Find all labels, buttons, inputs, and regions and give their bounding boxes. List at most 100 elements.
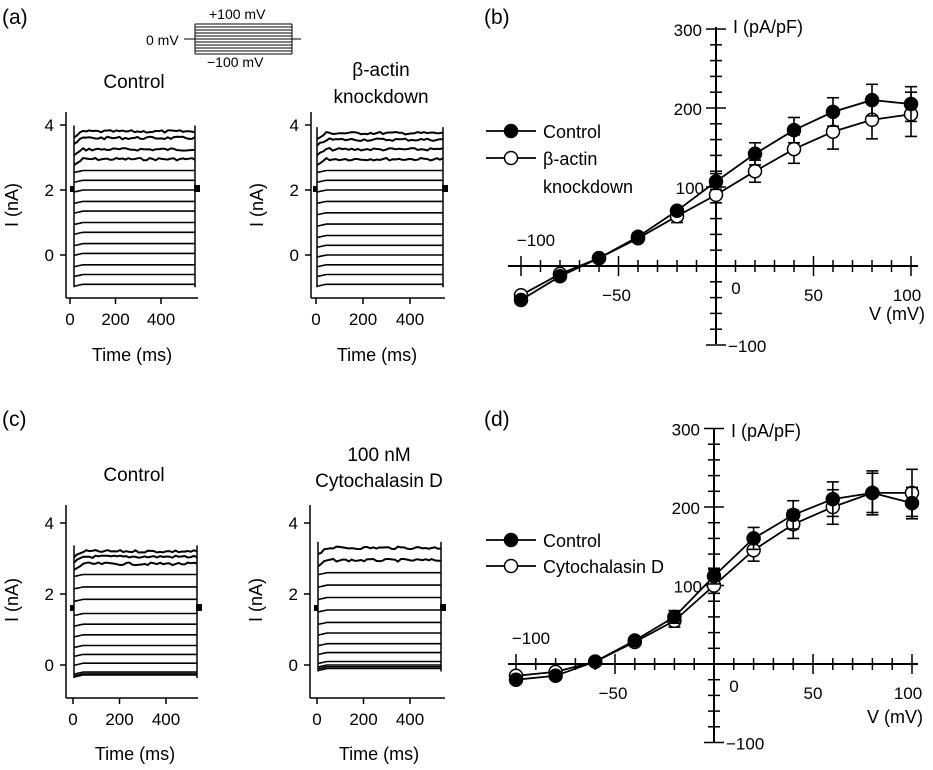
x-tick-label: 400 [396, 710, 424, 729]
control-data-point [508, 672, 524, 687]
control-data-point [513, 292, 529, 308]
x-axis-label: Time (ms) [95, 744, 175, 764]
current-trace [316, 212, 443, 216]
control-data-point [669, 203, 685, 218]
iv-x-tick-label: 0 [731, 279, 740, 298]
y-axis-label: I (nA) [247, 183, 267, 227]
iv-y-tick-label: −100 [728, 337, 766, 356]
panel-b-legend: Control β-actin knockdown [486, 122, 633, 197]
panel-a-knockdown-traces: β-actin knockdown 0 2 4 0 200 400 I (nA) Time (… [247, 60, 448, 365]
panel-label-d: (d) [484, 408, 510, 431]
current-trace [73, 189, 195, 193]
current-trace [73, 671, 197, 675]
voltage-protocol-inset: +100 mV 0 mV −100 mV [146, 6, 301, 70]
x-tick-label: 200 [105, 710, 133, 729]
x-tick-label: 400 [147, 310, 175, 329]
iv-y-tick-label: 200 [672, 499, 700, 518]
y-tick-label: 0 [45, 656, 54, 675]
trace-onset-artifact [70, 605, 74, 611]
iv-x-tick-label: 100 [894, 684, 922, 703]
current-trace [73, 634, 197, 638]
current-trace [73, 252, 195, 257]
current-trace [316, 273, 443, 278]
current-trace [73, 653, 197, 658]
y-tick-label: 0 [290, 246, 299, 265]
control-data-point [548, 668, 563, 684]
current-trace [73, 283, 195, 288]
x-tick-label: 200 [349, 710, 377, 729]
current-trace [73, 548, 198, 559]
trace-tail-artifact [194, 185, 200, 192]
x-axis-label: Time (ms) [92, 345, 172, 365]
current-trace [317, 596, 441, 601]
treated-data-point [786, 141, 802, 157]
current-trace [317, 642, 441, 647]
current-trace [317, 584, 441, 588]
panel-a-control-title: Control [103, 72, 164, 93]
iv-x-axis-label: V (mV) [867, 707, 923, 727]
treated-data-point [825, 124, 841, 139]
treated-data-point [708, 187, 724, 203]
control-data-point [706, 568, 722, 584]
current-trace [73, 169, 195, 174]
current-trace [316, 156, 444, 166]
legend-b-knockdown-label-line1: β-actin [543, 149, 597, 169]
control-data-point [825, 104, 841, 120]
y-tick-label: 4 [290, 116, 299, 135]
current-trace [73, 147, 196, 157]
iv-x-tick-label: −100 [512, 629, 550, 648]
current-trace [316, 283, 443, 288]
x-tick-label: 200 [349, 310, 377, 329]
iv-x-tick-label: −100 [517, 231, 555, 250]
panel-d-iv-plot: Control Cytochalasin D −100 −50 0 50 100 300 2… [486, 421, 923, 754]
legend-b-knockdown-marker [503, 150, 519, 166]
current-trace [73, 231, 195, 236]
current-trace [73, 221, 195, 226]
panel-a-knockdown-title-line1: β-actin [352, 60, 409, 81]
current-trace [73, 129, 196, 139]
current-trace [317, 632, 441, 636]
iv-x-tick-label: −50 [599, 684, 628, 703]
x-tick-label: 0 [68, 710, 77, 729]
current-trace [73, 586, 197, 590]
legend-d-control-marker [503, 532, 519, 548]
y-tick-label: 2 [45, 585, 54, 604]
current-trace [73, 623, 197, 627]
iv-y-tick-label: 100 [676, 179, 704, 198]
control-data-point [747, 146, 763, 162]
x-tick-label: 0 [312, 710, 321, 729]
current-trace [73, 264, 195, 268]
control-data-point [903, 96, 919, 112]
current-trace [73, 273, 195, 278]
iv-y-tick-label: 200 [674, 100, 702, 119]
current-trace [73, 554, 198, 564]
current-trace [73, 561, 198, 571]
control-data-point [746, 531, 761, 546]
current-trace [73, 662, 197, 667]
current-trace [73, 674, 197, 678]
legend-b-control-label: Control [543, 122, 601, 142]
current-trace [316, 130, 444, 140]
y-tick-label: 4 [45, 514, 54, 533]
x-tick-label: 200 [101, 310, 129, 329]
iv-y-tick-label: 300 [674, 21, 702, 40]
current-trace [316, 254, 443, 258]
panel-a-knockdown-title-line2: knockdown [333, 87, 428, 108]
panel-a-control-traces: Control 0 2 4 0 200 400 I (nA) Time (ms) [2, 72, 200, 365]
iv-y-axis-label: I (pA/pF) [733, 17, 803, 37]
iv-y-axis-label: I (pA/pF) [731, 421, 801, 441]
current-trace [317, 651, 441, 656]
current-trace [317, 667, 441, 672]
y-tick-label: 2 [289, 585, 298, 604]
current-trace [317, 664, 441, 668]
control-data-point [786, 122, 802, 138]
x-tick-label: 400 [152, 710, 180, 729]
current-trace [73, 179, 195, 184]
current-trace [317, 666, 441, 670]
legend-d-cytochalasin-label: Cytochalasin D [543, 557, 664, 577]
control-data-point [825, 491, 841, 507]
current-trace [317, 609, 441, 613]
control-data-point [630, 229, 646, 245]
trace-onset-artifact [314, 605, 318, 611]
